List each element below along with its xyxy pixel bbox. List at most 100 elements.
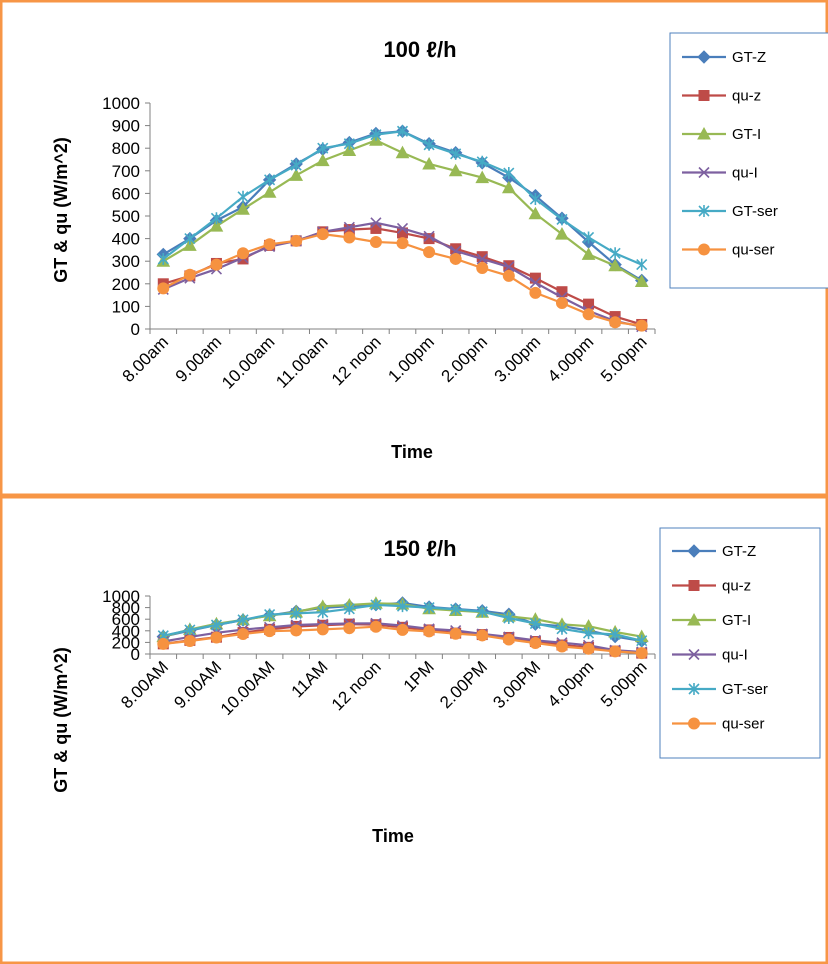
legend-marker [688, 683, 700, 695]
y-tick-label: 400 [112, 230, 140, 249]
legend-item: GT-I [672, 612, 751, 629]
data-point [582, 308, 595, 321]
data-point [157, 252, 169, 265]
y-axis-title: GT & qu (W/m^2) [51, 137, 71, 283]
y-tick-label: 600 [112, 610, 140, 629]
data-point [501, 180, 516, 194]
y-tick-label: 0 [131, 320, 140, 339]
data-point [343, 602, 355, 615]
y-tick-label: 700 [112, 162, 140, 181]
legend-box [669, 32, 828, 289]
data-point [316, 623, 329, 636]
data-point [423, 230, 435, 242]
data-point [316, 228, 329, 241]
y-tick-label: 900 [112, 117, 140, 136]
data-point [476, 155, 488, 168]
legend-marker [688, 717, 700, 730]
data-point [290, 159, 302, 172]
data-point [609, 645, 622, 658]
data-point [157, 282, 170, 295]
series-qu-ser [157, 228, 648, 332]
data-point [289, 168, 304, 181]
data-point [529, 286, 542, 299]
data-point [370, 217, 382, 229]
legend-label: qu-I [722, 647, 748, 664]
data-point [396, 237, 409, 250]
data-point [209, 219, 224, 232]
legend-marker [697, 126, 711, 140]
chart-panel-150: 150 ℓ/h 020040060080010008.00AM9.00AM10.… [0, 495, 828, 964]
data-point [290, 607, 302, 620]
legend-label: GT-Z [722, 543, 756, 560]
data-point [370, 128, 382, 141]
data-point [529, 617, 541, 630]
data-point [237, 190, 249, 203]
legend-label: qu-z [732, 88, 761, 105]
data-point [183, 238, 197, 251]
data-point [315, 153, 330, 167]
legend-marker [697, 50, 711, 64]
data-point [263, 625, 276, 638]
data-point [210, 631, 223, 644]
y-tick-label: 100 [112, 297, 140, 316]
legend-item: GT-Z [682, 49, 766, 66]
data-point [157, 637, 170, 650]
data-point [264, 608, 276, 621]
data-point [396, 600, 409, 613]
legend-item: qu-I [672, 647, 748, 664]
legend-item: GT-ser [682, 203, 778, 220]
y-tick-label: 500 [112, 207, 140, 226]
data-point [528, 206, 543, 220]
data-point [369, 620, 382, 633]
data-point [369, 235, 382, 248]
data-point [582, 627, 595, 640]
data-point [476, 261, 489, 274]
data-point [502, 633, 515, 646]
data-point [396, 125, 409, 138]
legend-marker [698, 205, 710, 217]
y-tick-label: 1000 [102, 587, 140, 606]
data-point [370, 222, 382, 234]
legend-item: GT-I [682, 126, 761, 143]
legend-item: qu-z [682, 88, 761, 105]
chart-title: 150 ℓ/h [383, 536, 456, 561]
data-point [343, 221, 355, 233]
y-tick-label: 200 [112, 633, 140, 652]
data-point [370, 598, 382, 611]
data-point [450, 603, 462, 616]
y-tick-label: 600 [112, 184, 140, 203]
y-tick-label: 400 [112, 622, 140, 641]
data-point [183, 268, 196, 281]
data-point [343, 231, 356, 244]
y-axis-title: GT & qu (W/m^2) [51, 647, 71, 793]
data-point [184, 623, 196, 636]
legend-marker [698, 243, 710, 256]
data-point [503, 261, 515, 273]
y-tick-label: 800 [112, 599, 140, 618]
data-point [262, 185, 277, 198]
legend-box [659, 527, 821, 759]
legend-label: GT-I [722, 612, 751, 629]
data-point [449, 252, 462, 265]
x-axis-title: Time [372, 826, 414, 846]
data-point [184, 232, 196, 245]
data-point [237, 613, 249, 626]
data-point [396, 623, 409, 636]
data-point [395, 145, 410, 159]
data-point [343, 137, 355, 150]
data-point [581, 247, 596, 260]
chart-title: 100 ℓ/h [383, 37, 456, 62]
data-point [636, 634, 648, 647]
data-point [555, 297, 568, 310]
data-point [609, 316, 622, 329]
data-point [449, 627, 462, 640]
data-point [237, 627, 250, 640]
data-point [423, 625, 436, 638]
data-point [237, 247, 250, 260]
data-point [396, 222, 409, 234]
data-point [634, 274, 649, 288]
data-point [475, 170, 490, 184]
legend-marker [698, 166, 710, 179]
data-point [423, 601, 435, 614]
legend-marker [687, 612, 701, 626]
